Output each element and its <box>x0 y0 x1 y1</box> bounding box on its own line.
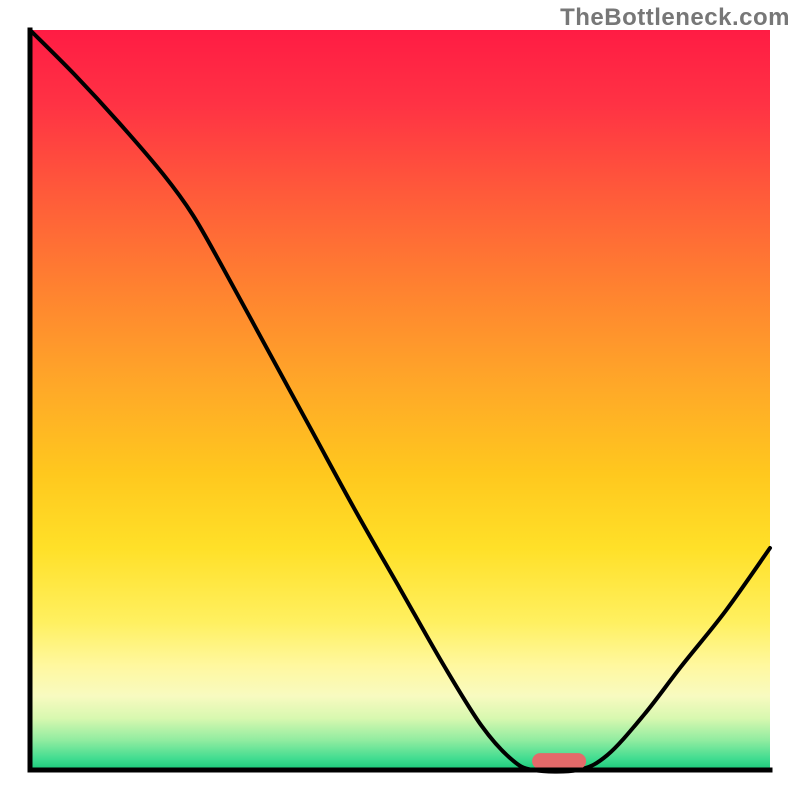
optimal-marker <box>532 753 586 769</box>
chart-background-gradient <box>30 30 770 770</box>
watermark-text: TheBottleneck.com <box>560 4 790 32</box>
chart-container: TheBottleneck.com <box>0 0 800 800</box>
bottleneck-chart <box>0 0 800 800</box>
